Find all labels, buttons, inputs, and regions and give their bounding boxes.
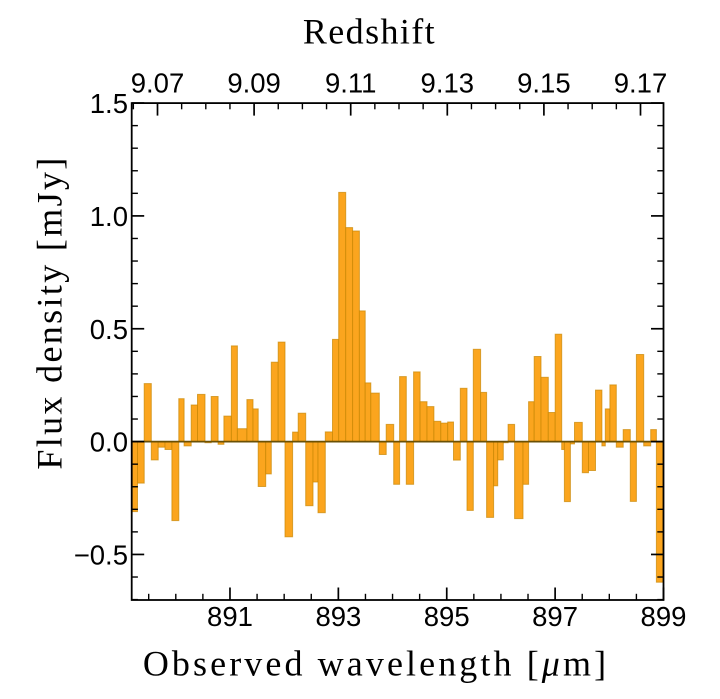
svg-text:−0.5: −0.5 bbox=[74, 540, 128, 571]
svg-text:895: 895 bbox=[424, 601, 470, 632]
svg-text:899: 899 bbox=[641, 601, 687, 632]
svg-text:1.0: 1.0 bbox=[90, 201, 128, 232]
svg-text:893: 893 bbox=[315, 601, 361, 632]
svg-text:897: 897 bbox=[532, 601, 578, 632]
svg-text:Redshift: Redshift bbox=[303, 12, 436, 52]
svg-text:9.15: 9.15 bbox=[517, 67, 571, 98]
svg-text:9.17: 9.17 bbox=[614, 67, 668, 98]
svg-text:0.5: 0.5 bbox=[90, 314, 128, 345]
svg-text:Flux density [mJy]: Flux density [mJy] bbox=[30, 155, 70, 469]
svg-text:1.5: 1.5 bbox=[90, 88, 128, 119]
svg-text:9.11: 9.11 bbox=[325, 67, 376, 98]
svg-text:Observed wavelength [μm]: Observed wavelength [μm] bbox=[143, 644, 609, 684]
svg-text:891: 891 bbox=[207, 601, 253, 632]
svg-text:0.0: 0.0 bbox=[90, 427, 128, 458]
svg-text:9.09: 9.09 bbox=[227, 67, 281, 98]
svg-text:9.13: 9.13 bbox=[421, 67, 475, 98]
svg-text:9.07: 9.07 bbox=[131, 67, 185, 98]
